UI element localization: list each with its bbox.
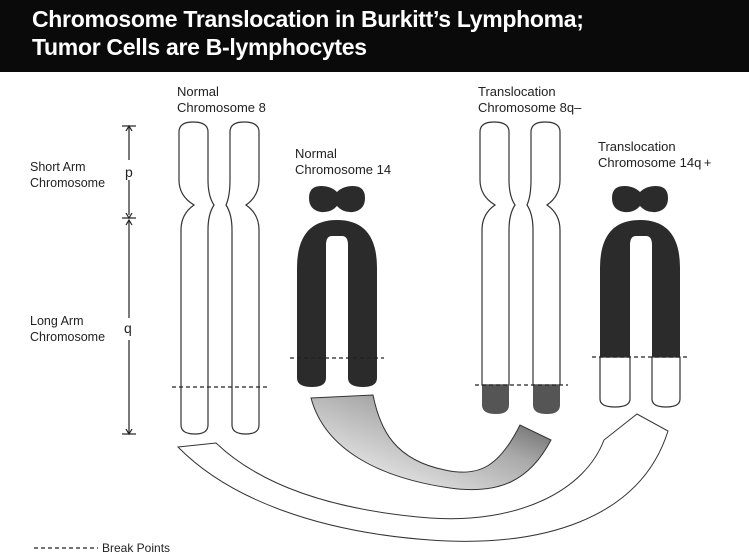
label-short-arm: Short Arm Chromosome [30,160,105,190]
segment-8-to-14-arrow [176,413,669,542]
segment-14-to-8-arrow [310,394,552,491]
svg-text:Chromosome: Chromosome [30,176,105,190]
title-line-1: Chromosome Translocation in Burkitt’s Ly… [32,6,584,32]
svg-text:Normal: Normal [177,84,219,99]
svg-text:Long Arm: Long Arm [30,314,84,328]
p-arm-label: p [125,164,133,180]
svg-text:Chromosome 14q +: Chromosome 14q + [598,155,712,170]
label-normal-8: Normal Chromosome 8 [177,84,266,115]
translocation-chromosome-14q [599,186,681,408]
q-arm-label: q [124,320,132,336]
svg-text:Chromosome 8q–: Chromosome 8q– [478,100,582,115]
title-bar: Chromosome Translocation in Burkitt’s Ly… [0,0,749,72]
svg-text:Chromosome: Chromosome [30,330,105,344]
translocation-chromosome-8q [479,121,561,414]
title-line-2: Tumor Cells are B-lymphocytes [32,34,367,60]
svg-text:Chromosome 14: Chromosome 14 [295,162,391,177]
arm-scale [122,124,136,436]
label-long-arm: Long Arm Chromosome [30,314,105,344]
svg-text:Translocation: Translocation [478,84,556,99]
svg-text:Normal: Normal [295,146,337,161]
label-normal-14: Normal Chromosome 14 [295,146,391,177]
normal-chromosome-8 [178,121,260,435]
svg-text:Chromosome 8: Chromosome 8 [177,100,266,115]
translocation-diagram: Normal Chromosome 8 Normal Chromosome 14… [30,84,712,555]
normal-chromosome-14 [297,186,377,387]
svg-text:Short Arm: Short Arm [30,160,86,174]
break-points-legend-label: Break Points [102,541,170,555]
svg-text:Translocation: Translocation [598,139,676,154]
label-translocation-8: Translocation Chromosome 8q– [478,84,582,115]
label-translocation-14: Translocation Chromosome 14q + [598,139,712,170]
break-point-lines [172,356,688,388]
